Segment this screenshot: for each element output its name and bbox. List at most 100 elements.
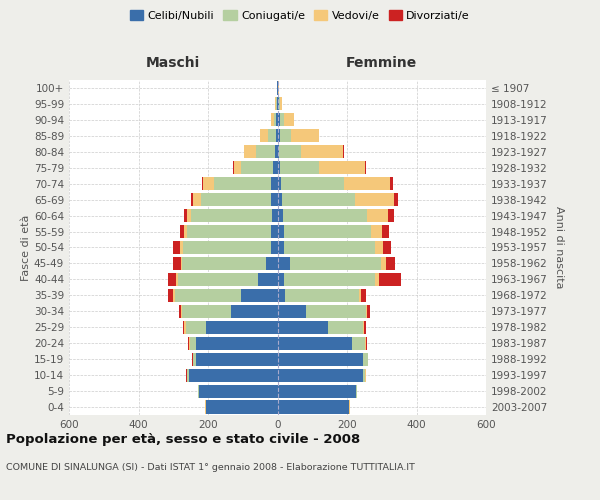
Bar	[280, 114, 284, 126]
Bar	[277, 320, 328, 334]
Bar	[203, 177, 214, 190]
Bar	[169, 273, 176, 286]
Bar	[328, 320, 362, 334]
Bar	[244, 145, 256, 158]
Bar	[366, 336, 367, 350]
Bar	[230, 305, 277, 318]
Bar	[187, 368, 189, 382]
Bar	[173, 241, 180, 254]
Bar	[361, 289, 366, 302]
Bar	[191, 209, 272, 222]
Bar	[277, 145, 279, 158]
Bar	[275, 98, 276, 110]
Bar	[241, 161, 274, 174]
Bar	[187, 225, 271, 238]
Bar	[284, 241, 376, 254]
Bar	[291, 130, 319, 142]
Bar	[271, 114, 274, 126]
Bar	[284, 114, 294, 126]
Bar	[233, 161, 234, 174]
Bar	[275, 145, 277, 158]
Bar	[277, 400, 349, 413]
Bar	[181, 257, 182, 270]
Bar	[187, 209, 191, 222]
Y-axis label: Fasce di età: Fasce di età	[21, 214, 31, 280]
Bar	[179, 225, 184, 238]
Bar	[271, 193, 277, 206]
Bar	[277, 305, 306, 318]
Bar	[184, 225, 187, 238]
Bar	[178, 273, 259, 286]
Bar	[196, 352, 277, 366]
Bar	[169, 289, 173, 302]
Bar	[193, 352, 196, 366]
Bar	[366, 305, 367, 318]
Bar	[173, 257, 181, 270]
Bar	[276, 98, 277, 110]
Bar	[284, 273, 376, 286]
Y-axis label: Anni di nascita: Anni di nascita	[554, 206, 564, 288]
Bar	[188, 336, 189, 350]
Bar	[277, 368, 362, 382]
Bar	[285, 289, 359, 302]
Bar	[193, 193, 201, 206]
Text: Popolazione per età, sesso e stato civile - 2008: Popolazione per età, sesso e stato civil…	[6, 432, 360, 446]
Bar	[241, 289, 277, 302]
Bar	[277, 257, 290, 270]
Bar	[371, 225, 382, 238]
Bar	[214, 177, 271, 190]
Bar	[277, 225, 284, 238]
Bar	[277, 384, 356, 398]
Bar	[276, 130, 277, 142]
Bar	[181, 305, 182, 318]
Bar	[271, 225, 277, 238]
Bar	[280, 98, 283, 110]
Bar	[277, 161, 280, 174]
Bar	[344, 177, 390, 190]
Bar	[381, 257, 386, 270]
Bar	[365, 336, 366, 350]
Bar	[364, 320, 366, 334]
Bar	[256, 145, 275, 158]
Bar	[277, 82, 278, 94]
Bar	[271, 177, 277, 190]
Bar	[277, 193, 281, 206]
Bar	[367, 209, 388, 222]
Bar	[365, 161, 367, 174]
Bar	[182, 305, 230, 318]
Bar	[190, 336, 196, 350]
Bar	[189, 368, 277, 382]
Bar	[191, 193, 193, 206]
Text: COMUNE DI SINALUNGA (SI) - Dati ISTAT 1° gennaio 2008 - Elaborazione TUTTITALIA.: COMUNE DI SINALUNGA (SI) - Dati ISTAT 1°…	[6, 462, 415, 471]
Bar	[196, 336, 277, 350]
Bar	[277, 352, 362, 366]
Bar	[343, 145, 344, 158]
Bar	[206, 400, 277, 413]
Bar	[201, 193, 271, 206]
Bar	[272, 209, 277, 222]
Bar	[206, 320, 277, 334]
Bar	[202, 177, 203, 190]
Bar	[274, 114, 276, 126]
Bar	[362, 352, 368, 366]
Bar	[394, 193, 398, 206]
Bar	[352, 336, 365, 350]
Bar	[276, 114, 277, 126]
Bar	[284, 225, 371, 238]
Bar	[176, 273, 178, 286]
Bar	[199, 384, 277, 398]
Bar	[279, 145, 301, 158]
Bar	[390, 177, 393, 190]
Text: Maschi: Maschi	[146, 56, 200, 70]
Bar	[183, 241, 271, 254]
Bar	[277, 273, 284, 286]
Bar	[281, 193, 355, 206]
Bar	[306, 305, 366, 318]
Bar	[290, 257, 381, 270]
Bar	[277, 209, 283, 222]
Bar	[259, 273, 277, 286]
Bar	[279, 98, 280, 110]
Bar	[362, 368, 365, 382]
Bar	[173, 289, 175, 302]
Bar	[359, 289, 361, 302]
